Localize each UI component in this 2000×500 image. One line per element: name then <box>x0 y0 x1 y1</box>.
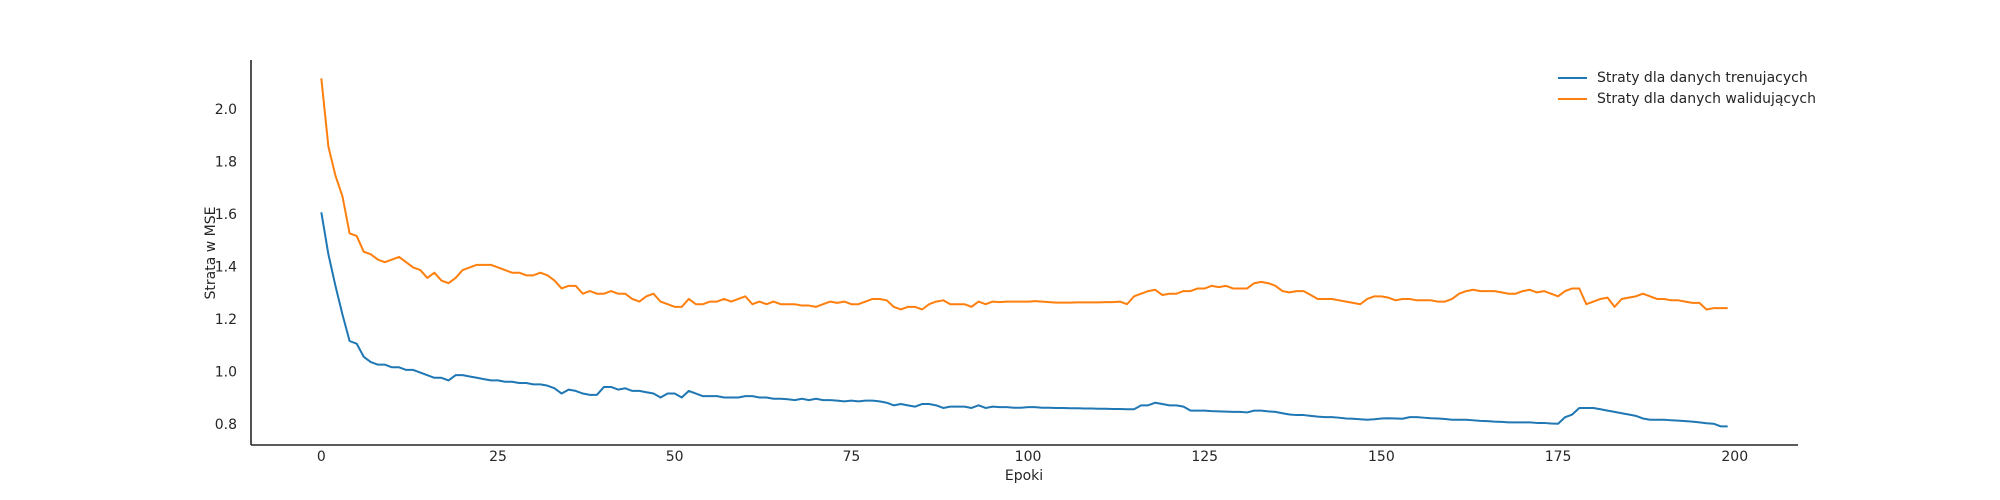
y-tick-label: 0.8 <box>215 417 237 433</box>
x-tick-label: 200 <box>1721 449 1748 465</box>
x-tick-label: 25 <box>489 449 507 465</box>
x-axis-label: Epoki <box>1005 468 1043 484</box>
y-tick-label: 1.6 <box>215 207 237 223</box>
y-tick-label: 1.8 <box>215 154 237 170</box>
y-tick-label: 2.0 <box>215 102 237 118</box>
series-line <box>320 212 1728 428</box>
y-tick-label: 1.2 <box>215 312 237 328</box>
x-tick-label: 150 <box>1368 449 1395 465</box>
x-tick-label: 50 <box>666 449 684 465</box>
x-tick-label: 75 <box>842 449 860 465</box>
y-tick-label: 1.0 <box>215 365 237 381</box>
y-tick-label: 1.4 <box>215 259 237 275</box>
x-tick-label: 0 <box>317 449 326 465</box>
legend-label: Straty dla danych walidujących <box>1597 91 1816 107</box>
y-axis-label: Strata w MSE <box>203 207 219 300</box>
series-line <box>320 78 1728 311</box>
legend-label: Straty dla danych trenujacych <box>1597 70 1808 86</box>
x-tick-label: 175 <box>1545 449 1572 465</box>
x-tick-label: 125 <box>1191 449 1218 465</box>
x-tick-label: 100 <box>1015 449 1042 465</box>
